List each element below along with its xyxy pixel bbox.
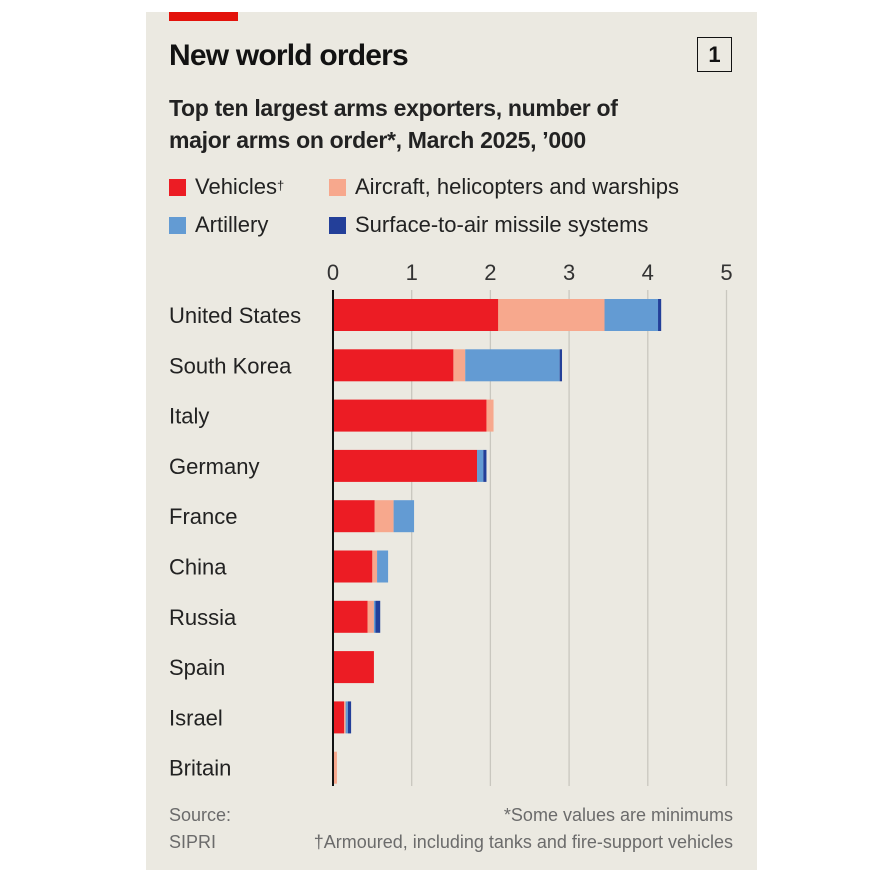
x-tick-label-4: 4 — [642, 260, 654, 285]
bar-segment-artillery — [477, 449, 484, 482]
x-tick-labels: 0 1 2 3 4 5 — [327, 260, 733, 285]
x-tick-label-5: 5 — [720, 260, 732, 285]
chart-subtitle: Top ten largest arms exporters, number o… — [169, 92, 689, 156]
category-labels: United States South Korea Italy Germany Fran… — [169, 303, 301, 781]
legend-swatch-artillery — [169, 216, 186, 234]
legend-label-aircraft: Aircraft, helicopters and warships — [355, 174, 680, 199]
bar-segment-vehicles — [333, 349, 454, 382]
bar-segment-aircraft — [453, 349, 466, 382]
bar-segment-sam — [658, 299, 662, 331]
category-label: Italy — [169, 404, 209, 429]
footnote-minimums: *Some values are minimums — [503, 805, 733, 825]
bar-segment-vehicles — [333, 500, 375, 533]
category-label: United States — [169, 303, 301, 328]
bar-segment-vehicles — [333, 299, 499, 331]
legend-item-vehicles: Vehicles † — [169, 174, 284, 200]
bar-segment-vehicles — [333, 550, 373, 583]
bar-segment-aircraft — [372, 550, 378, 583]
bar-segment-artillery — [345, 701, 348, 734]
bar-segment-aircraft — [344, 701, 346, 734]
category-label: Israel — [169, 705, 223, 730]
bars — [333, 299, 662, 784]
bar-segment-aircraft — [486, 399, 494, 432]
bar-segment-aircraft — [367, 600, 374, 633]
category-label: South Korea — [169, 353, 292, 378]
subtitle-line-2: major arms on order*, March 2025, ’000 — [169, 127, 586, 153]
bar-segment-vehicles — [333, 399, 487, 432]
category-label: France — [169, 504, 237, 529]
bar-segment-artillery — [377, 550, 389, 583]
footnote-armoured: †Armoured, including tanks and fire-supp… — [313, 832, 733, 852]
source-name: SIPRI — [169, 832, 217, 852]
bar-segment-vehicles — [333, 651, 374, 684]
x-tick-label-2: 2 — [484, 260, 496, 285]
bar-segment-artillery — [465, 349, 560, 382]
chart-title: New world orders — [169, 39, 409, 72]
x-tick-label-0: 0 — [327, 260, 339, 285]
chart-panel: New world orders 1 Top ten largest arms … — [146, 12, 757, 870]
subtitle-line-1: Top ten largest arms exporters, number o… — [169, 95, 618, 121]
category-label: Russia — [169, 605, 237, 630]
bar-segment-artillery — [604, 299, 659, 331]
bar-segment-sam — [483, 449, 487, 482]
legend-item-artillery: Artillery — [169, 212, 268, 238]
legend-item-sam: Surface-to-air missile systems — [329, 212, 648, 238]
legend-item-aircraft: Aircraft, helicopters and warships — [329, 174, 679, 200]
legend-label-vehicles: Vehicles — [195, 174, 277, 199]
accent-bar — [169, 12, 238, 21]
bar-segment-sam — [375, 600, 381, 633]
category-label: Spain — [169, 655, 225, 680]
bar-segment-sam — [347, 701, 352, 734]
x-tick-label-3: 3 — [563, 260, 575, 285]
legend-swatch-vehicles — [169, 178, 186, 196]
legend-mark-vehicles: † — [276, 177, 285, 193]
category-label: China — [169, 555, 227, 580]
category-label: Britain — [169, 756, 231, 781]
legend-label-sam: Surface-to-air missile systems — [355, 212, 649, 237]
bar-segment-vehicles — [333, 701, 345, 734]
category-label: Germany — [169, 454, 259, 479]
x-tick-label-1: 1 — [406, 260, 418, 285]
bar-segment-aircraft — [374, 500, 394, 533]
bar-segment-artillery — [393, 500, 415, 533]
bar-segment-aircraft — [498, 299, 605, 331]
chart-number-badge: 1 — [697, 37, 732, 72]
source-label: Source: — [169, 805, 232, 825]
bar-segment-vehicles — [333, 449, 478, 482]
bar-segment-sam — [559, 349, 563, 382]
legend-swatch-sam — [329, 216, 346, 234]
legend-label-artillery: Artillery — [195, 212, 269, 237]
bar-segment-aircraft — [333, 751, 337, 784]
bar-segment-artillery — [373, 600, 376, 633]
bar-segment-vehicles — [333, 600, 368, 633]
legend-swatch-aircraft — [329, 178, 346, 196]
